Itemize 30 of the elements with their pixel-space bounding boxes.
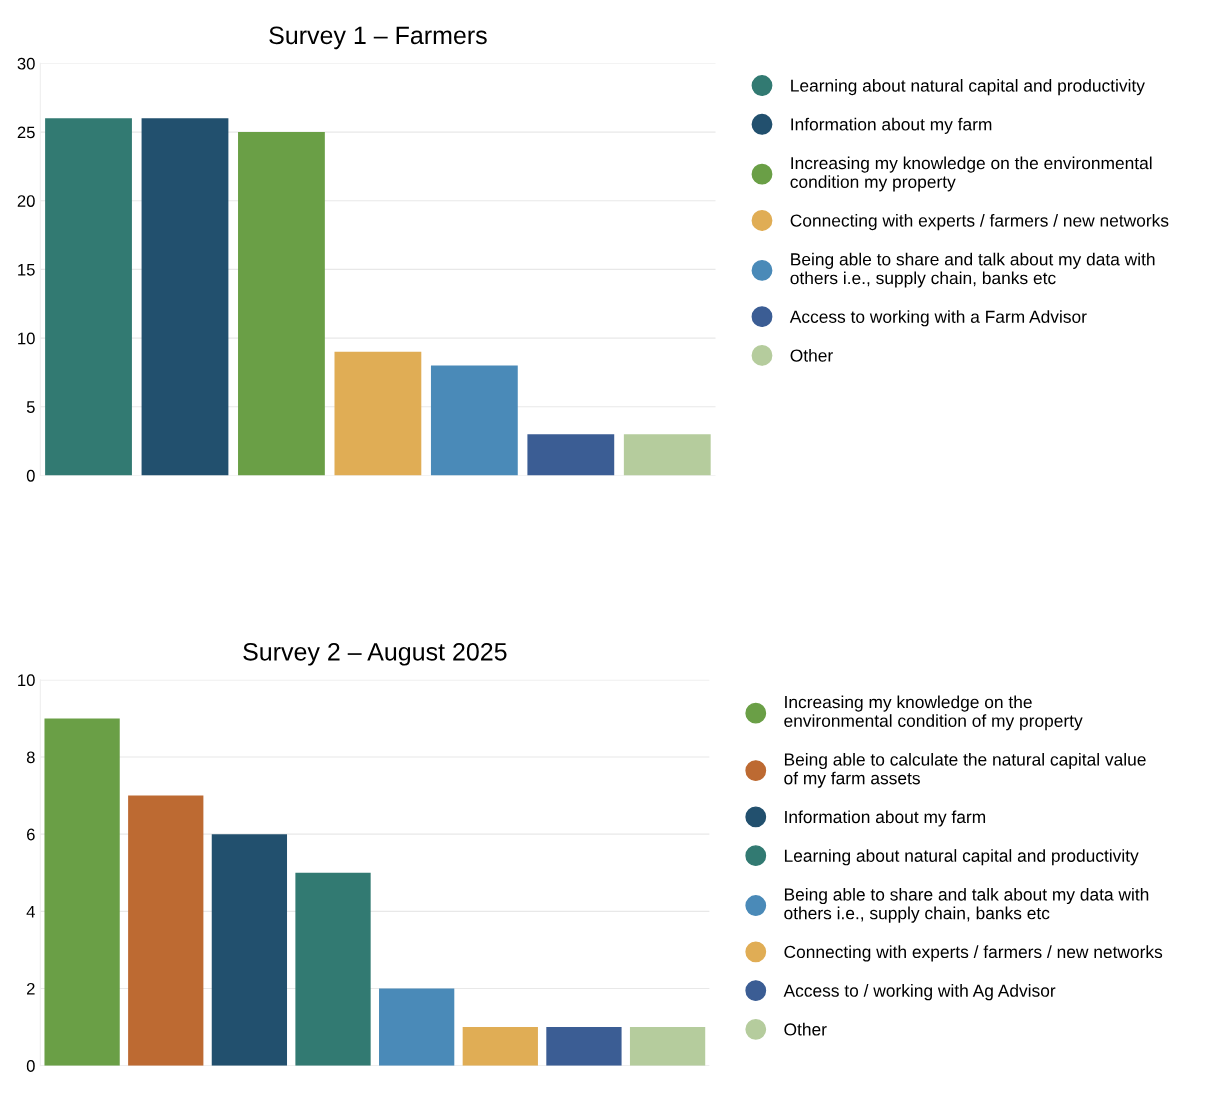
legend-label: Other xyxy=(790,348,833,362)
legend-label: Connecting with experts / farmers / new networks xyxy=(784,945,1163,962)
y-tick-label: 6 xyxy=(27,828,35,841)
legend-label: Learning about natural capital and productivity xyxy=(784,849,1139,866)
y-tick-label: 25 xyxy=(17,126,35,139)
y-tick-label: 10 xyxy=(18,674,35,687)
legend-label: Connecting with experts / farmers / new networks xyxy=(790,213,1169,231)
y-tick-label: 8 xyxy=(26,751,35,764)
legend-label: Increasing my knowledge on the environmental condition my property xyxy=(790,156,1152,192)
legend-label: Access to / working with Ag Advisor xyxy=(783,984,1056,1001)
legend-label: Learning about natural capital and productivity xyxy=(791,79,1145,96)
y-tick-label: 15 xyxy=(18,264,35,276)
y-tick-label: 20 xyxy=(17,195,35,207)
legend-label: Being able to share and talk about my data with others i.e., supply chain, banks etc xyxy=(790,252,1155,288)
y-tick-label: 2 xyxy=(27,982,35,995)
y-tick-label: 4 xyxy=(26,905,35,918)
chart-title: Survey 1 – Farmers xyxy=(269,26,487,50)
legend-label: Access to working with a Farm Advisor xyxy=(789,310,1087,327)
legend-label: Increasing my knowledge on the environmental condition of my property xyxy=(784,695,1083,731)
legend-label: Information about my farm xyxy=(791,117,992,134)
y-tick-label: 10 xyxy=(18,332,35,345)
legend-label: Being able to calculate the natural capital value of my farm assets xyxy=(784,752,1146,788)
legend-label: Information about my farm xyxy=(785,810,986,827)
legend-label: Other xyxy=(784,1022,827,1036)
y-tick-label: 5 xyxy=(26,401,35,413)
y-tick-label: 0 xyxy=(26,469,35,482)
chart-title: Survey 2 – August 2025 xyxy=(243,642,507,666)
legend-label: Being able to share and talk about my data with others i.e., supply chain, banks etc xyxy=(784,887,1149,923)
y-tick-label: 0 xyxy=(26,1060,35,1072)
y-tick-label: 30 xyxy=(17,57,35,70)
